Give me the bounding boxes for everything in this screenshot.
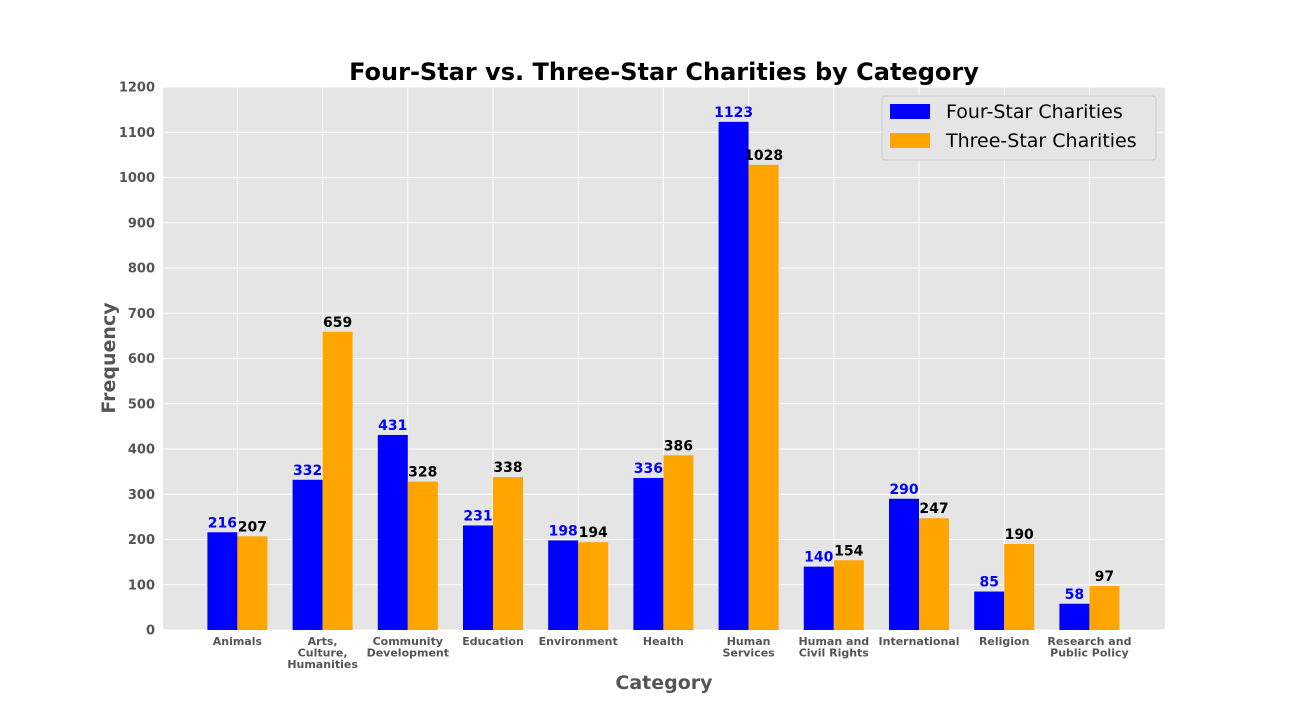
- y-tick-label: 300: [128, 488, 155, 503]
- x-tick-label: Arts, Culture, Humanities: [287, 635, 358, 671]
- data-label-four-star: 85: [979, 575, 998, 591]
- x-tick-label: Animals: [213, 635, 263, 648]
- data-label-three-star: 194: [579, 525, 608, 541]
- y-tick-label: 400: [128, 443, 155, 458]
- bar-four-star: [974, 591, 1005, 630]
- legend-label-three-star: Three-Star Charities: [945, 130, 1137, 152]
- bar-three-star: [237, 536, 268, 630]
- data-label-three-star: 247: [919, 501, 948, 517]
- y-tick-label: 500: [128, 397, 155, 412]
- x-axis-label: Category: [615, 672, 713, 694]
- bar-four-star: [292, 479, 323, 630]
- bar-four-star: [1059, 603, 1090, 630]
- bar-three-star: [919, 518, 949, 630]
- y-tick-label: 1200: [119, 81, 155, 96]
- x-tick-label: Environment: [539, 635, 618, 648]
- data-label-four-star: 216: [208, 515, 237, 531]
- bar-three-star: [1004, 544, 1035, 630]
- x-tick-label: International: [879, 635, 960, 648]
- data-label-three-star: 659: [323, 315, 352, 331]
- y-tick-label: 0: [146, 624, 155, 639]
- bar-four-star: [718, 121, 749, 630]
- bar-three-star: [748, 164, 779, 630]
- bar-three-star: [833, 560, 864, 630]
- y-axis-label: Frequency: [98, 302, 120, 414]
- data-label-four-star: 58: [1065, 587, 1084, 603]
- x-tick-label: Human Services: [722, 635, 775, 660]
- x-tick-label: Research and Public Policy: [1047, 635, 1131, 660]
- y-tick-label: 700: [128, 307, 155, 322]
- bar-three-star: [407, 481, 438, 630]
- legend: Four-Star Charities Three-Star Charities: [881, 95, 1157, 161]
- x-tick-label: Human and Civil Rights: [798, 635, 869, 660]
- legend-swatch-three-star: [890, 133, 930, 148]
- data-label-three-star: 190: [1005, 527, 1034, 543]
- bar-four-star: [633, 477, 664, 630]
- x-tick-label: Health: [643, 635, 684, 648]
- y-tick-label: 1000: [119, 171, 155, 186]
- data-label-four-star: 198: [549, 523, 578, 539]
- x-tick-label: Education: [462, 635, 524, 648]
- bar-four-star: [548, 540, 579, 630]
- bar-three-star: [663, 455, 694, 630]
- legend-box: [881, 95, 1157, 161]
- data-label-three-star: 386: [664, 438, 693, 454]
- data-label-three-star: 1028: [744, 148, 783, 164]
- data-label-three-star: 154: [834, 543, 863, 559]
- x-tick-label: Religion: [979, 635, 1030, 648]
- data-label-three-star: 338: [493, 460, 522, 476]
- data-label-four-star: 290: [889, 482, 918, 498]
- data-label-four-star: 231: [463, 508, 492, 524]
- y-tick-label: 800: [128, 262, 155, 277]
- data-label-three-star: 328: [408, 465, 437, 481]
- legend-swatch-four-star: [890, 104, 930, 119]
- data-label-four-star: 332: [293, 463, 322, 479]
- y-tick-label: 100: [128, 578, 155, 593]
- y-tick-label: 1100: [119, 126, 155, 141]
- bar-four-star: [377, 434, 408, 630]
- x-tick-label: Community Development: [367, 635, 449, 660]
- bar-four-star: [889, 498, 919, 630]
- bar-four-star: [463, 525, 493, 630]
- data-label-four-star: 1123: [714, 105, 753, 121]
- chart-title: Four-Star vs. Three-Star Charities by Ca…: [349, 58, 979, 86]
- bar-four-star: [207, 532, 238, 630]
- bar-three-star: [493, 477, 523, 630]
- data-label-four-star: 431: [378, 418, 407, 434]
- data-label-four-star: 336: [634, 461, 663, 477]
- bar-three-star: [578, 542, 609, 630]
- data-label-three-star: 97: [1095, 569, 1114, 585]
- y-tick-label: 900: [128, 216, 155, 231]
- bar-three-star: [1089, 586, 1120, 630]
- y-tick-label: 200: [128, 533, 155, 548]
- bar-four-star: [803, 566, 834, 630]
- bar-three-star: [322, 331, 353, 630]
- data-label-three-star: 207: [238, 519, 267, 535]
- legend-label-four-star: Four-Star Charities: [946, 101, 1123, 123]
- y-tick-label: 600: [128, 352, 155, 367]
- data-label-four-star: 140: [804, 550, 833, 566]
